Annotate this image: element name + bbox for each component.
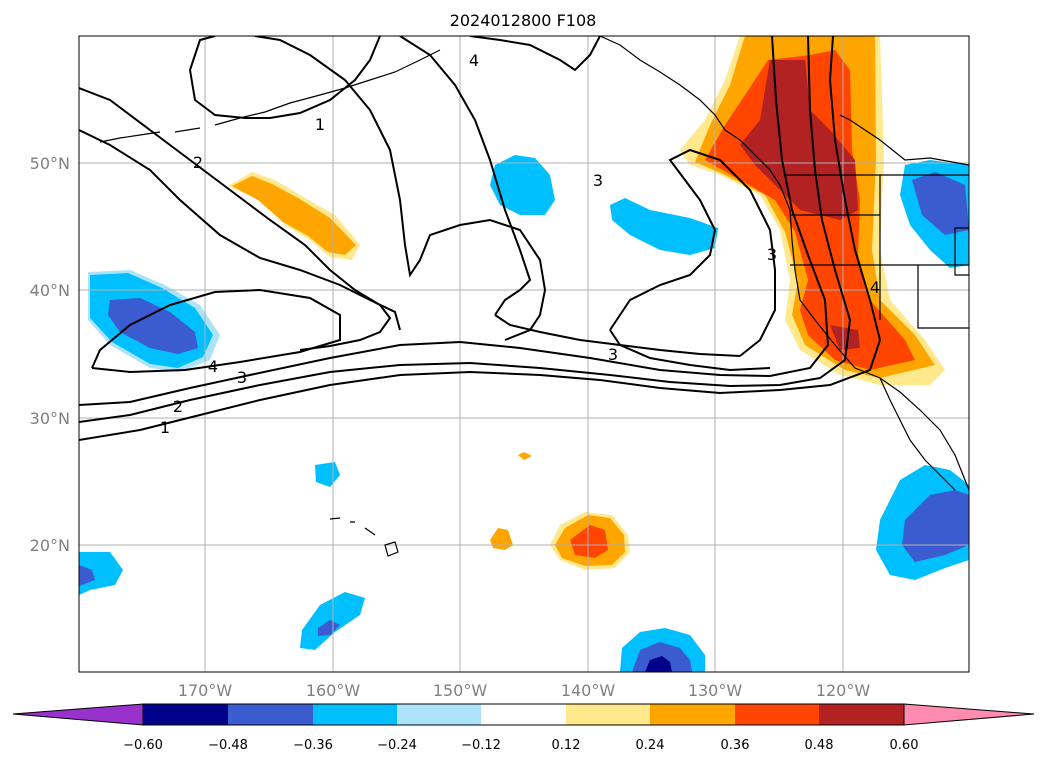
colorbar-tick-label: 0.36	[721, 738, 750, 753]
contour-label: 2	[173, 397, 183, 416]
lat-label: 50°N	[30, 154, 70, 173]
positive-anomaly-plume-darkred	[740, 60, 858, 220]
colorbar-tick-label: −0.60	[123, 738, 163, 753]
negative-anomaly-southwest-cyan	[79, 552, 123, 595]
lon-label: 140°W	[561, 681, 616, 700]
colorbar-ticks: −0.60 −0.48 −0.36 −0.24 −0.12 0.12 0.24 …	[123, 738, 918, 753]
colorbar-segment	[143, 704, 228, 725]
map-frame	[78, 35, 970, 673]
positive-anomaly-gulf-orange	[232, 176, 356, 255]
colorbar-segment	[397, 704, 481, 725]
colorbar-tick-label: −0.48	[208, 738, 248, 753]
contour-label: 4	[870, 278, 880, 297]
positive-anomaly-small-orange	[490, 528, 513, 550]
colorbar-tick-label: 0.60	[890, 738, 919, 753]
colorbar-under-arrow	[12, 703, 144, 726]
positive-anomaly-tiny	[518, 452, 532, 460]
lon-label: 120°W	[816, 681, 871, 700]
lat-label: 40°N	[30, 281, 70, 300]
latitude-labels: 50°N 40°N 30°N 20°N	[30, 154, 70, 555]
colorbar-segment	[313, 704, 397, 725]
negative-anomaly-north-cyan	[490, 155, 555, 215]
colorbar-tick-label: −0.36	[293, 738, 333, 753]
contour-label: 1	[160, 418, 170, 437]
negative-anomaly-south-blue	[318, 620, 340, 636]
map-title: 2024012800 F108	[450, 11, 597, 30]
colorbar-segment	[735, 704, 819, 725]
lon-label: 170°W	[178, 681, 233, 700]
positive-anomaly-socal-darkred	[830, 325, 860, 350]
colorbar: −0.60 −0.48 −0.36 −0.24 −0.12 0.12 0.24 …	[12, 703, 1035, 753]
colorbar-segment	[481, 704, 566, 725]
lon-label: 150°W	[433, 681, 488, 700]
contour-label: 1	[315, 115, 325, 134]
colorbar-segment	[228, 704, 313, 725]
negative-anomaly-southeast-blue	[902, 490, 969, 562]
lon-label: 160°W	[306, 681, 361, 700]
contours	[79, 36, 882, 441]
negative-anomaly-northeast-cyan	[610, 198, 718, 255]
colorbar-over-arrow	[903, 703, 1035, 726]
colorbar-segment	[566, 704, 650, 725]
lon-label: 130°W	[688, 681, 743, 700]
positive-anomaly-subtropic-red	[570, 525, 608, 558]
negative-anomaly-interior-blue	[912, 172, 969, 235]
contour-label: 4	[208, 357, 218, 376]
colorbar-tick-label: 0.12	[552, 738, 581, 753]
negative-anomaly-southwest-blue	[79, 565, 95, 586]
negative-anomaly-small-cyan	[315, 462, 340, 487]
colorbar-tick-label: −0.24	[377, 738, 417, 753]
colorbar-outline	[142, 703, 905, 726]
negative-anomaly-bottom-navy	[645, 656, 672, 672]
contour-label: 3	[767, 245, 777, 264]
colorbar-tick-label: 0.48	[805, 738, 834, 753]
colorbar-tick-label: 0.24	[636, 738, 665, 753]
contour-label: 3	[237, 368, 247, 387]
contour-labels: 1 2 3 4 1 2 3 4 3 3 4	[160, 51, 880, 437]
colorbar-segment	[650, 704, 735, 725]
contour-label: 4	[469, 51, 479, 70]
contour-label: 3	[608, 345, 618, 364]
lat-label: 30°N	[30, 409, 70, 428]
contour-label: 2	[193, 153, 203, 172]
colorbar-tick-label: −0.12	[461, 738, 501, 753]
longitude-labels: 170°W 160°W 150°W 140°W 130°W 120°W	[178, 681, 871, 700]
colorbar-segment	[819, 704, 904, 725]
contour-label: 3	[593, 171, 603, 190]
map-plot-area: 1 2 3 4 1 2 3 4 3 3 4	[79, 36, 969, 672]
negative-anomaly-west-blue	[108, 298, 198, 354]
lat-label: 20°N	[30, 536, 70, 555]
coastlines	[99, 36, 969, 557]
